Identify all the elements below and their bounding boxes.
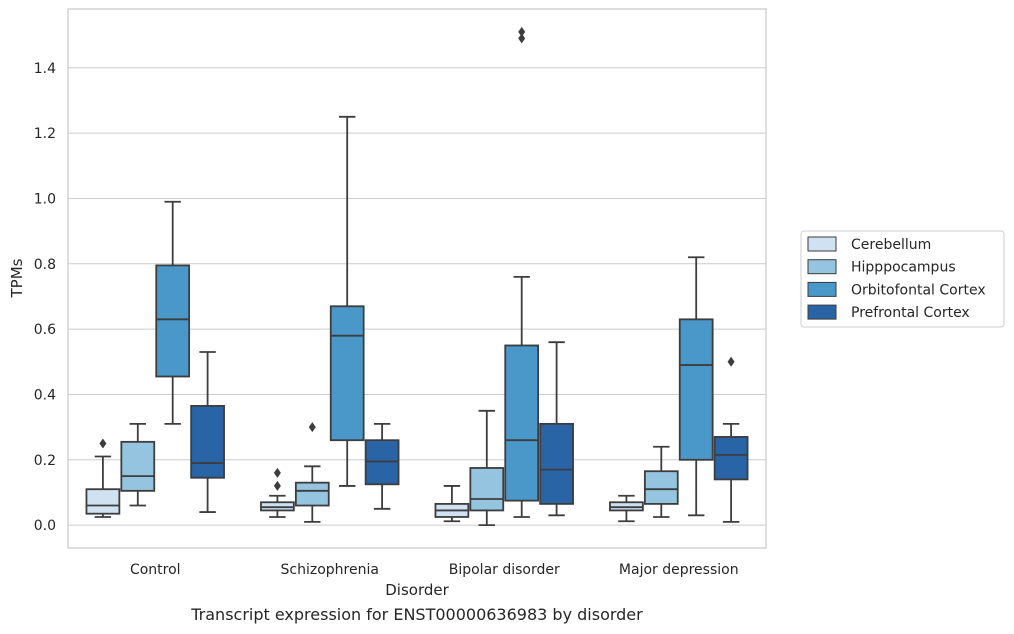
outlier-point [273,480,281,491]
plot-frame [67,8,767,549]
box-0-3 [609,494,644,523]
y-tick-label: 1.2 [34,126,56,142]
x-axis-label: Disorder [385,581,449,599]
x-tick-label: Bipolar disorder [449,562,560,578]
y-tick-label: 0.8 [34,257,56,273]
outlier-point [518,26,526,37]
figure-caption: Transcript expression for ENST0000063698… [191,605,643,624]
legend-swatch [807,304,837,320]
legend-label: Cerebellum [851,237,931,253]
box-0-1 [260,467,295,518]
box-body [329,305,365,442]
x-tick-label: Schizophrenia [281,562,379,578]
outlier-point [99,438,107,449]
box-3-3 [713,356,749,523]
box-body [120,440,156,492]
box-3-1 [364,422,400,510]
box-body [643,470,679,505]
box-body [155,264,191,378]
y-axis-ticks: 0.0 0.2 0.4 0.6 0.8 1.0 1.2 1.4 [34,61,56,534]
box-body [504,344,540,502]
box-body [294,481,330,507]
box-2-3 [678,256,714,517]
legend-label: Prefrontal Cortex [851,305,970,321]
legend-item: Orbitofontal Cortex [807,281,986,298]
outlier-point [727,356,735,367]
box-body [539,422,574,505]
box-3-0 [190,351,225,513]
x-tick-label: Major depression [619,562,739,578]
outlier-point [308,422,316,433]
y-tick-label: 1.4 [34,61,56,77]
box-body [85,488,121,515]
box-1-3 [643,445,679,518]
box-body [469,467,505,512]
y-tick-label: 0.4 [34,387,56,403]
legend-swatch [807,259,837,275]
x-tick-label: Control [130,562,181,578]
legend-item: Prefrontal Cortex [807,304,970,321]
outlier-point [273,467,281,478]
x-axis-ticks: Control Schizophrenia Bipolar disorder Majo… [130,562,739,578]
box-3-2 [539,341,574,517]
box-body [678,318,714,461]
legend-frame [800,230,1005,328]
outlier-point [518,33,526,44]
box-plots [85,26,749,527]
box-2-2 [504,26,540,518]
legend: Cerebellum Hipppocampus Orbitofontal Corte… [800,230,1005,328]
box-0-2 [434,485,470,523]
legend-item: Hipppocampus [807,259,956,276]
box-1-0 [120,422,156,507]
y-tick-label: 0.2 [34,453,56,469]
box-2-1 [329,115,365,487]
legend-label: Hipppocampus [851,260,956,276]
y-tick-label: 1.0 [34,191,56,207]
legend-item: Cerebellum [807,236,931,253]
legend-label: Orbitofontal Cortex [851,282,986,298]
box-body [190,404,225,479]
box-0-0 [85,438,121,518]
box-1-2 [469,409,505,527]
legend-swatch [807,236,837,252]
y-tick-label: 0.6 [34,322,56,338]
legend-swatch [807,281,837,297]
y-tick-label: 0.0 [34,518,56,534]
box-1-1 [294,422,330,523]
y-axis-label: TPMs [8,258,26,298]
box-body [713,436,749,481]
box-2-0 [155,200,191,425]
